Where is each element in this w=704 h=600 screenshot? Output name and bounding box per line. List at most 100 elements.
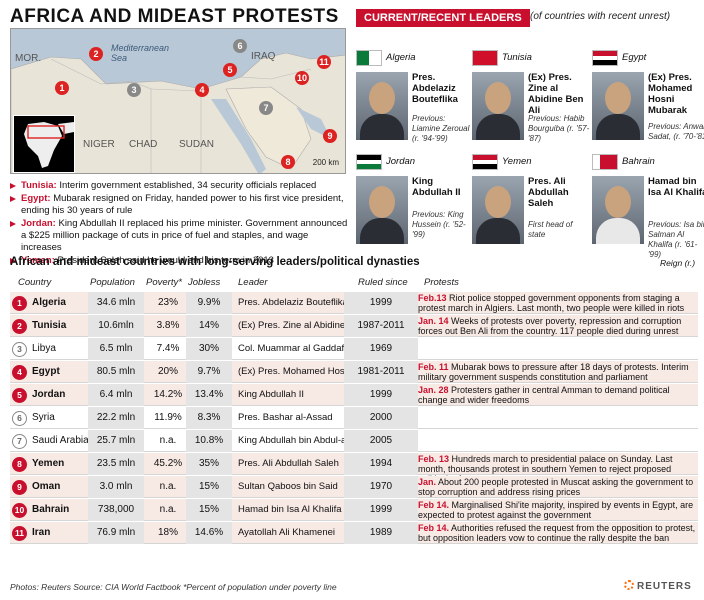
map-marker-2: 2 xyxy=(89,47,103,61)
leader-card-yemen: Yemen Pres. Ali Abdullah Saleh First hea… xyxy=(472,154,588,254)
cell-leader: Sultan Qaboos bin Said xyxy=(238,481,338,492)
map-shapes xyxy=(11,52,345,173)
locator-globe xyxy=(24,122,74,168)
cell-population: 76.9 mln xyxy=(88,522,144,544)
cell-population: 10.6mln xyxy=(88,315,144,337)
bullet-item: Jordan: King Abdullah II replaced his pr… xyxy=(10,218,350,254)
leader-card-algeria: Algeria Pres. Abdelaziz Bouteflika Previ… xyxy=(356,50,472,150)
leader-card-jordan: Jordan King Abdullah II Previous: King H… xyxy=(356,154,472,254)
cell-population: 23.5 mln xyxy=(88,453,144,475)
cell-protest: Feb 14. Marginalised Shi'ite majority, i… xyxy=(418,500,694,520)
news-bullets: Tunisia: Interim government established,… xyxy=(10,180,350,268)
table-row: 9 Oman 3.0 mln n.a. 15% Sultan Qaboos bin Sai… xyxy=(10,476,698,498)
cell-country: Tunisia xyxy=(32,320,67,331)
cell-jobless: 9.9% xyxy=(186,292,232,314)
cell-poverty: 18% xyxy=(157,527,178,538)
cell-ruled-since: 1981-2011 xyxy=(344,361,418,383)
cell-protest: Jan. 28 Protesters gather in central Amm… xyxy=(418,385,670,405)
leaders-banner: CURRENT/RECENT LEADERS xyxy=(356,9,530,27)
map-label-niger: NIGER xyxy=(83,139,115,150)
bullet-item: Egypt: Mubarak resigned on Friday, hande… xyxy=(10,193,350,217)
cell-ruled-since: 1989 xyxy=(344,522,418,544)
bullet-item: Tunisia: Interim government established,… xyxy=(10,180,350,192)
row-number-marker: 8 xyxy=(12,457,27,472)
cell-country: Egypt xyxy=(32,366,60,377)
table-row: 7 Saudi Arabia 25.7 mln n.a. 10.8% King Abdul… xyxy=(10,430,698,452)
reign-note: Reign (r.) xyxy=(660,258,696,268)
map-scale: 200 km xyxy=(312,158,339,167)
cell-leader: King Abdullah bin Abdul-aziz xyxy=(238,435,358,446)
cell-leader: Ayatollah Ali Khamenei xyxy=(238,527,335,538)
cell-protest: Jan. 14 Weeks of protests over poverty, … xyxy=(418,316,682,336)
cell-poverty: 11.9% xyxy=(154,412,182,423)
cell-ruled-since: 1999 xyxy=(344,292,418,314)
map-marker-8: 8 xyxy=(281,155,295,169)
table-row: 11 Iran 76.9 mln 18% 14.6% Ayatollah Ali Kham… xyxy=(10,522,698,544)
map-label-sudan: SUDAN xyxy=(179,139,215,150)
leader-photo xyxy=(356,176,408,244)
reuters-dot-icon xyxy=(624,580,634,590)
cell-poverty: n.a. xyxy=(159,435,177,446)
cell-population: 6.5 mln xyxy=(88,338,144,360)
table-row: 6 Syria 22.2 mln 11.9% 8.3% Pres. Bashar al-A… xyxy=(10,407,698,429)
cell-poverty: 20% xyxy=(157,366,178,377)
cell-leader: (Ex) Pres. Mohamed Hosni Mubarak xyxy=(238,366,392,377)
cell-jobless: 35% xyxy=(186,453,232,475)
jordan-flag-icon xyxy=(356,154,382,170)
table-title: African and mideast countries with long-… xyxy=(10,256,420,268)
tunisia-flag-icon xyxy=(472,50,498,66)
cell-leader: Hamad bin Isa Al Khalifa xyxy=(238,504,342,515)
cell-ruled-since: 1994 xyxy=(344,453,418,475)
row-number-marker: 3 xyxy=(12,342,27,357)
cell-population: 3.0 mln xyxy=(88,476,144,498)
map-marker-7: 7 xyxy=(259,101,273,115)
cell-leader: Pres. Ali Abdullah Saleh xyxy=(238,458,339,469)
cell-leader: Pres. Abdelaziz Bouteflika xyxy=(238,297,348,308)
col-head-since: Ruled since xyxy=(358,277,408,288)
cell-poverty: 7.4% xyxy=(156,343,180,354)
algeria-flag-icon xyxy=(356,50,382,66)
table-row: 5 Jordan 6.4 mln 14.2% 13.4% King Abdullah II… xyxy=(10,384,698,406)
cell-jobless: 15% xyxy=(186,476,232,498)
map-marker-6: 6 xyxy=(233,39,247,53)
row-number-marker: 7 xyxy=(12,434,27,449)
region-map: MOR. Mediterranean Sea IRAQ NIGER CHAD S… xyxy=(10,28,346,174)
cell-country: Algeria xyxy=(32,297,66,308)
cell-ruled-since: 2000 xyxy=(344,407,418,429)
table-row: 1 Algeria 34.6 mln 23% 9.9% Pres. Abdelaziz B… xyxy=(10,292,698,314)
map-marker-4: 4 xyxy=(195,83,209,97)
cell-country: Bahrain xyxy=(32,504,70,515)
yemen-flag-icon xyxy=(472,154,498,170)
col-head-poverty: Poverty* xyxy=(146,277,182,288)
cell-country: Syria xyxy=(32,412,55,423)
cell-population: 80.5 mln xyxy=(88,361,144,383)
cell-poverty: 23% xyxy=(157,297,178,308)
cell-leader: Col. Muammar al Gaddafi xyxy=(238,343,347,354)
cell-country: Saudi Arabia xyxy=(32,435,89,446)
cell-population: 738,000 xyxy=(88,499,144,521)
map-label-mor: MOR. xyxy=(15,53,42,64)
cell-country: Jordan xyxy=(32,389,66,400)
cell-country: Oman xyxy=(32,481,61,492)
cell-leader: Pres. Bashar al-Assad xyxy=(238,412,333,423)
page-title: AFRICA AND MIDEAST PROTESTS xyxy=(10,6,339,27)
table-row: 4 Egypt 80.5 mln 20% 9.7% (Ex) Pres. Mohamed … xyxy=(10,361,698,383)
cell-jobless: 8.3% xyxy=(186,407,232,429)
leader-photo xyxy=(356,72,408,140)
bahrain-flag-icon xyxy=(592,154,618,170)
cell-ruled-since: 1970 xyxy=(344,476,418,498)
row-number-marker: 4 xyxy=(12,365,27,380)
col-head-protests: Protests xyxy=(424,277,459,288)
map-marker-5: 5 xyxy=(223,63,237,77)
cell-jobless: 9.7% xyxy=(186,361,232,383)
locator-inset xyxy=(13,115,75,173)
cell-ruled-since: 1999 xyxy=(344,384,418,406)
row-number-marker: 2 xyxy=(12,319,27,334)
table-row: 3 Libya 6.5 mln 7.4% 30% Col. Muammar al Gadd… xyxy=(10,338,698,360)
cell-poverty: n.a. xyxy=(159,481,177,492)
col-head-country: Country xyxy=(18,277,52,288)
footer-credits: Photos: Reuters Source: CIA World Factbo… xyxy=(10,582,337,592)
cell-protest: Feb 14. Authorities refused the request … xyxy=(418,523,696,543)
cell-population: 34.6 mln xyxy=(88,292,144,314)
map-marker-1: 1 xyxy=(55,81,69,95)
